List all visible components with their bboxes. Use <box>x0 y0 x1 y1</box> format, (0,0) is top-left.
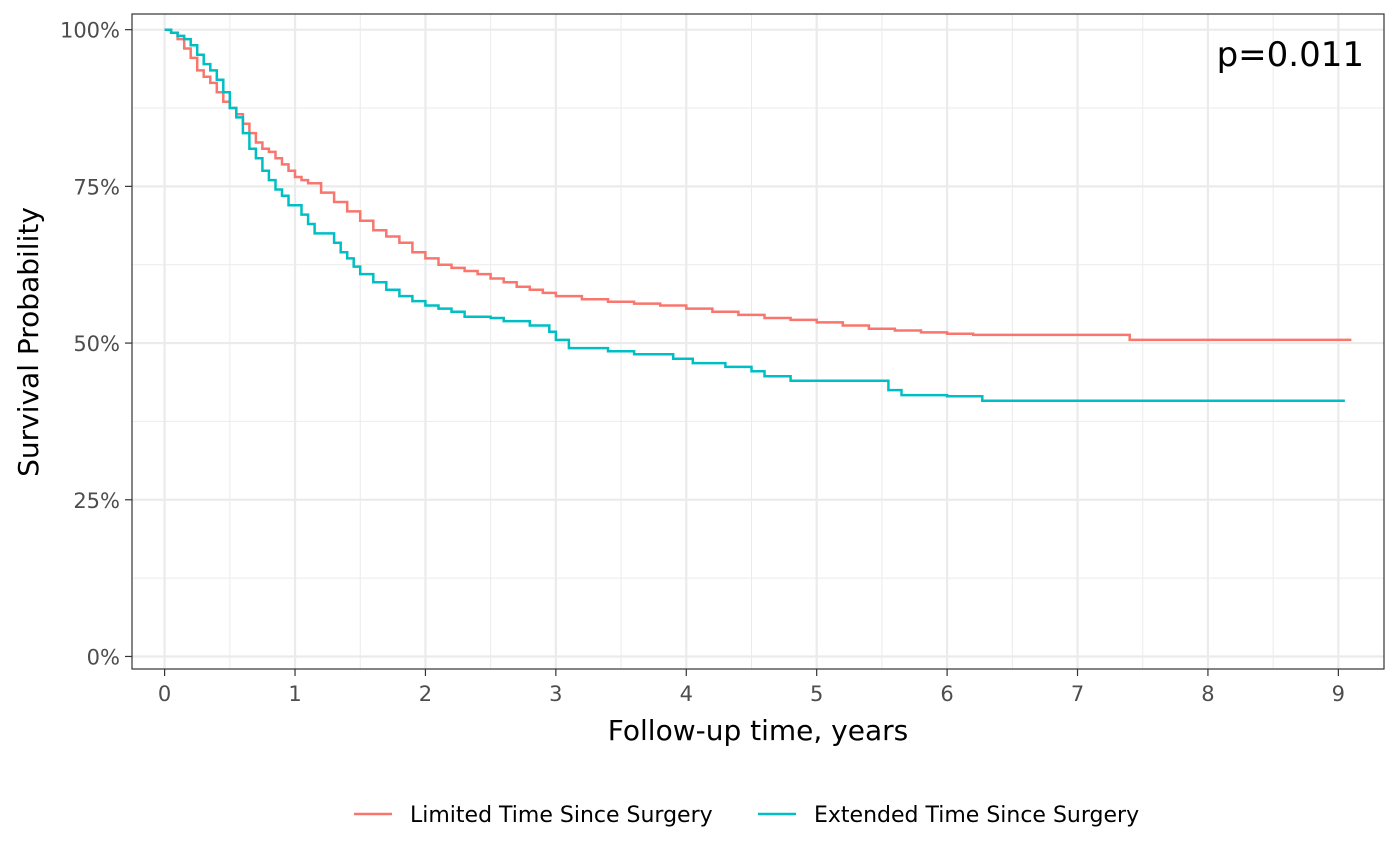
legend-label-extended: Extended Time Since Surgery <box>814 803 1139 828</box>
x-tick-label: 7 <box>1071 682 1084 706</box>
legend: Limited Time Since Surgery Extended Time… <box>354 803 1139 828</box>
x-tick-label: 5 <box>810 682 823 706</box>
y-tick-label: 75% <box>73 175 120 199</box>
y-tick-label: 50% <box>73 332 120 356</box>
x-tick-label: 9 <box>1332 682 1345 706</box>
plot-border <box>131 13 1385 670</box>
major-gridlines <box>132 14 1384 669</box>
y-tick-labels: 0% 25% 50% 75% 100% <box>60 19 120 670</box>
y-tick-label: 100% <box>60 19 120 43</box>
series-line-extended <box>164 28 1345 402</box>
y-axis-title: Survival Probability <box>12 207 45 477</box>
x-tick-label: 3 <box>549 682 562 706</box>
x-tick-label: 0 <box>158 682 171 706</box>
x-tick-label: 6 <box>940 682 953 706</box>
x-axis-title: Follow-up time, years <box>608 714 908 747</box>
legend-label-limited: Limited Time Since Surgery <box>410 803 713 828</box>
p-value-annotation: p=0.011 <box>1217 35 1364 75</box>
x-tick-label: 4 <box>680 682 693 706</box>
x-tick-label: 1 <box>288 682 301 706</box>
series-layer <box>164 28 1352 402</box>
x-tick-label: 8 <box>1201 682 1214 706</box>
minor-gridlines <box>132 14 1384 669</box>
y-tick-label: 0% <box>87 645 120 669</box>
x-tick-labels: 0 1 2 3 4 5 6 7 8 9 <box>158 682 1345 706</box>
y-tick-label: 25% <box>73 489 120 513</box>
x-tick-label: 2 <box>419 682 432 706</box>
axis-ticks <box>125 29 1339 676</box>
plot-background <box>132 14 1384 669</box>
